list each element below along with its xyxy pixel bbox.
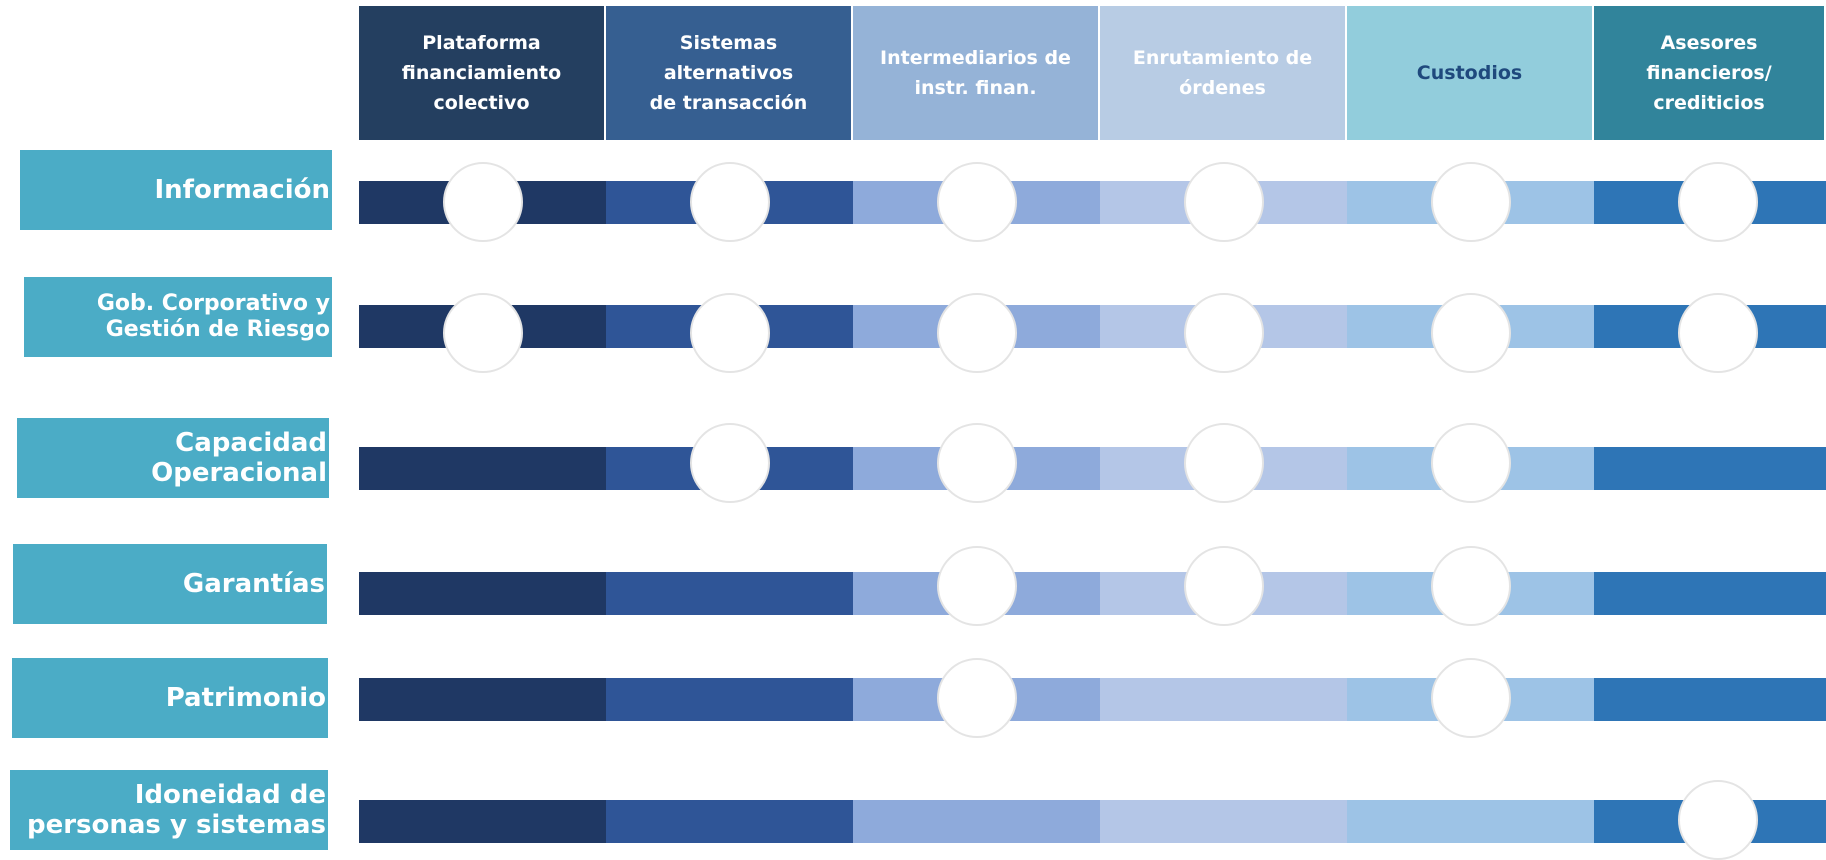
marker-circle-r4-c4 — [1183, 546, 1264, 626]
marker-circle-r1-c1 — [442, 162, 523, 242]
marker-circle-r3-c5 — [1430, 423, 1511, 503]
marker-circle-r3-c3 — [936, 423, 1017, 503]
marker-circle-r2-c3 — [936, 293, 1017, 373]
bar-segment-r3-c6 — [1594, 447, 1826, 490]
marker-circle-r2-c2 — [689, 293, 770, 373]
marker-circle-r3-c4 — [1183, 423, 1264, 503]
bar-segment-r5-c6 — [1594, 678, 1826, 721]
column-header-1: Plataforma financiamiento colectivo — [359, 6, 606, 140]
row-label-6: Idoneidad de personas y sistemas — [10, 770, 328, 850]
marker-circle-r4-c5 — [1430, 546, 1511, 626]
bar-segment-r4-c2 — [606, 572, 853, 615]
marker-circle-r3-c2 — [689, 423, 770, 503]
marker-circle-r2-c6 — [1677, 293, 1758, 373]
row-label-1: Información — [20, 150, 332, 230]
column-header-4: Enrutamiento de órdenes — [1100, 6, 1347, 140]
row-label-2: Gob. Corporativo y Gestión de Riesgo — [24, 277, 332, 357]
bar-segment-r5-c1 — [359, 678, 606, 721]
row-label-3: Capacidad Operacional — [17, 418, 329, 498]
bar-segment-r5-c4 — [1100, 678, 1347, 721]
bar-segment-r6-c4 — [1100, 800, 1347, 843]
marker-circle-r2-c1 — [442, 293, 523, 373]
column-header-2: Sistemas alternativos de transacción — [606, 6, 853, 140]
marker-circle-r1-c4 — [1183, 162, 1264, 242]
marker-circle-r5-c3 — [936, 658, 1017, 738]
marker-circle-r2-c5 — [1430, 293, 1511, 373]
marker-circle-r6-c6 — [1677, 780, 1758, 860]
marker-circle-r1-c5 — [1430, 162, 1511, 242]
column-header-6: Asesores financieros/ crediticios — [1594, 6, 1826, 140]
bar-segment-r5-c2 — [606, 678, 853, 721]
marker-circle-r2-c4 — [1183, 293, 1264, 373]
bar-segment-r6-c1 — [359, 800, 606, 843]
bar-segment-r3-c1 — [359, 447, 606, 490]
marker-circle-r1-c6 — [1677, 162, 1758, 242]
marker-circle-r1-c3 — [936, 162, 1017, 242]
bar-segment-r6-c3 — [853, 800, 1100, 843]
marker-circle-r1-c2 — [689, 162, 770, 242]
bar-segment-r4-c6 — [1594, 572, 1826, 615]
bar-segment-r4-c1 — [359, 572, 606, 615]
bar-segment-r6-c2 — [606, 800, 853, 843]
column-header-5: Custodios — [1347, 6, 1594, 140]
column-header-3: Intermediarios de instr. finan. — [853, 6, 1100, 140]
marker-circle-r5-c5 — [1430, 658, 1511, 738]
row-label-5: Patrimonio — [12, 658, 328, 738]
marker-circle-r4-c3 — [936, 546, 1017, 626]
bar-segment-r6-c5 — [1347, 800, 1594, 843]
row-label-4: Garantías — [13, 544, 327, 624]
